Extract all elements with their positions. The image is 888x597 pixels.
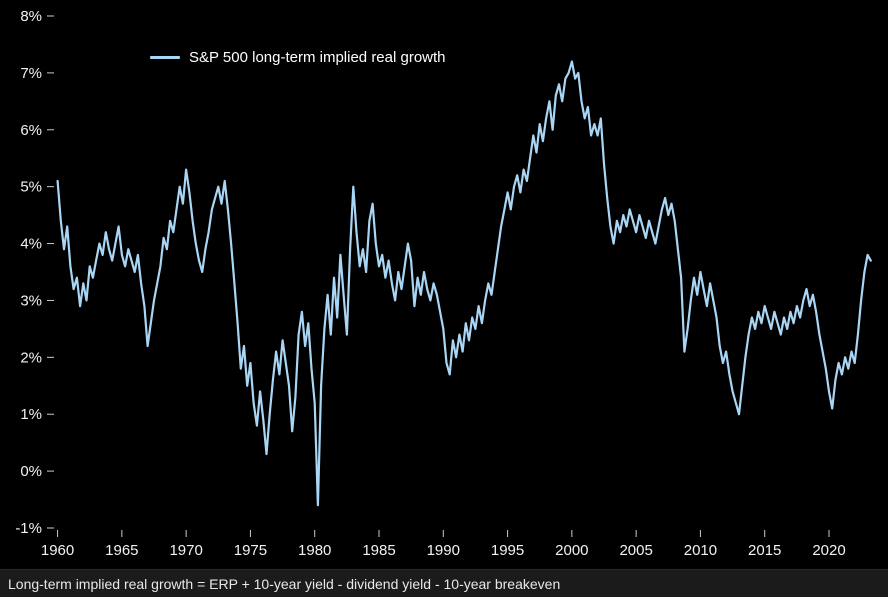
legend-line-swatch: [150, 56, 180, 59]
x-tick-label: 1970: [169, 542, 202, 559]
footnote-bar: Long-term implied real growth = ERP + 10…: [0, 569, 888, 597]
x-tick-label: 2010: [684, 542, 717, 559]
series-line: [56, 60, 872, 507]
footnote-text: Long-term implied real growth = ERP + 10…: [8, 575, 561, 592]
legend-label: S&P 500 long-term implied real growth: [189, 49, 446, 66]
x-tick-label: 1975: [234, 542, 267, 559]
x-tick-label: 2000: [555, 542, 588, 559]
line-chart: 8% 7% 6% 5% 4% 3% 2% 1% 0% -1% 1960 1965 1970 1975 198…: [15, 8, 872, 559]
y-tick-label: 6%: [20, 122, 42, 139]
y-tick-label: 8%: [20, 8, 42, 25]
chart-area: 8% 7% 6% 5% 4% 3% 2% 1% 0% -1% 1960 1965 1970 1975 198…: [15, 8, 872, 559]
y-tick-label: 3%: [20, 292, 42, 309]
y-tick-label: -1%: [15, 520, 42, 537]
y-tick-label: 1%: [20, 406, 42, 423]
y-tick-label: 4%: [20, 236, 42, 253]
y-tick-label: 7%: [20, 65, 42, 82]
x-tick-label: 2015: [748, 542, 781, 559]
x-tick-label: 1995: [491, 542, 524, 559]
x-tick-label: 1960: [41, 542, 74, 559]
x-tick-label: 1980: [298, 542, 331, 559]
chart-legend: S&P 500 long-term implied real growth: [150, 49, 446, 66]
y-tick-label: 5%: [20, 179, 42, 196]
x-tick-label: 1965: [105, 542, 138, 559]
x-tick-label: 1985: [362, 542, 395, 559]
x-tick-label: 2020: [812, 542, 845, 559]
x-tick-label: 2005: [619, 542, 652, 559]
y-tick-label: 2%: [20, 349, 42, 366]
y-tick-label: 0%: [20, 463, 42, 480]
x-tick-label: 1990: [427, 542, 460, 559]
